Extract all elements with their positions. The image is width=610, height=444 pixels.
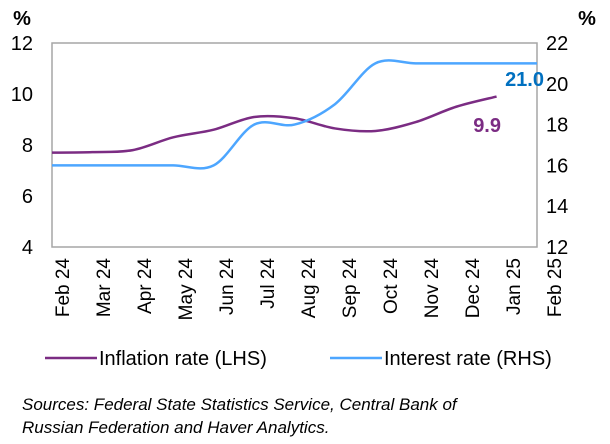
plot-area-border [51, 42, 538, 248]
right-tick-label: 18 [546, 115, 568, 137]
series-line-interest [52, 59, 537, 170]
legend-inflation-label: Inflation rate (LHS) [99, 348, 267, 370]
sources-line-2: Russian Federation and Haver Analytics. [22, 418, 330, 437]
x-tick-label: Nov 24 [422, 258, 443, 319]
sources-line-1: Sources: Federal State Statistics Servic… [22, 395, 457, 414]
x-tick-label: Jan 25 [504, 258, 525, 315]
x-tick-label: Jul 24 [258, 258, 279, 309]
interest-end-label: 21.0 [505, 69, 544, 91]
x-tick-label: Mar 24 [94, 258, 115, 318]
x-tick-label: Aug 24 [299, 258, 320, 319]
x-tick-label: Oct 24 [381, 258, 402, 314]
inflation-end-label: 9.9 [473, 115, 501, 137]
right-tick-label: 20 [546, 74, 568, 96]
x-tick-label: Dec 24 [463, 258, 484, 319]
left-axis-unit: % [13, 8, 31, 30]
series-line-inflation [51, 95, 497, 154]
legend-interest-label: Interest rate (RHS) [384, 348, 552, 370]
right-tick-label: 12 [546, 237, 568, 259]
left-tick-label: 4 [22, 237, 33, 259]
x-tick-label: Feb 24 [53, 258, 74, 318]
left-tick-label: 6 [22, 186, 33, 208]
right-tick-label: 14 [546, 196, 568, 218]
left-tick-label: 8 [22, 135, 33, 157]
x-tick-label: Apr 24 [135, 258, 156, 314]
x-tick-label: Feb 25 [545, 258, 566, 317]
x-tick-label: May 24 [176, 258, 197, 321]
right-axis-unit: % [578, 8, 596, 30]
left-tick-label: 12 [11, 33, 33, 55]
x-tick-label: Sep 24 [340, 258, 361, 319]
left-tick-label: 10 [11, 84, 33, 106]
right-tick-label: 22 [546, 33, 568, 55]
right-tick-label: 16 [546, 155, 568, 177]
x-tick-label: Jun 24 [217, 258, 238, 315]
